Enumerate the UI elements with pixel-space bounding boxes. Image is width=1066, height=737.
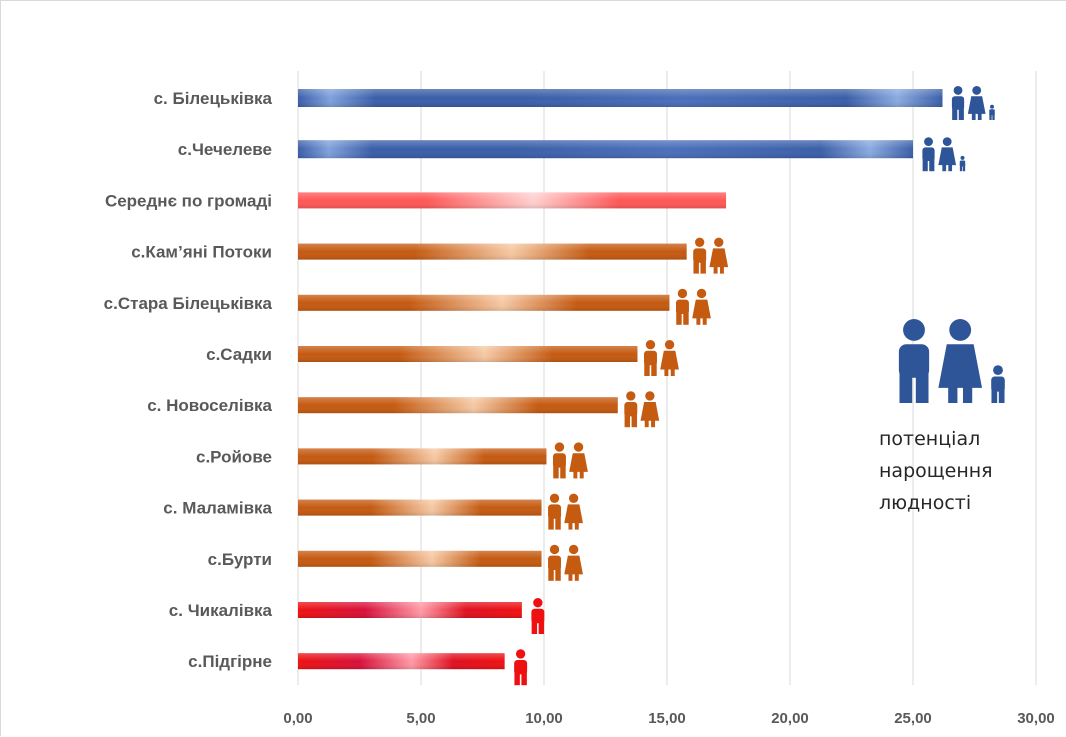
x-axis-tick-labels: 0,00 5,00 10,00 15,00 20,00 25,00 30,00 [283,710,1054,727]
bar-shading [298,140,913,159]
couple-icon [552,442,588,479]
category-label: с.Бурти [208,550,272,569]
couple-icon [548,493,583,530]
category-label: Середнє по громаді [105,191,272,210]
x-tick-label: 10,00 [525,710,563,727]
x-tick-label: 15,00 [648,710,686,727]
bar-shading [298,602,522,618]
family-icon [922,137,966,172]
category-label: с.Садки [206,345,272,364]
x-tick-label: 30,00 [1017,710,1055,727]
x-tick-label: 0,00 [283,710,312,727]
bar-shading [298,243,687,260]
couple-icon [548,544,583,581]
couple-icon [675,288,711,325]
x-tick-label: 5,00 [406,710,435,727]
category-label: с.Ройове [196,447,272,466]
person-icon [514,649,528,686]
bars [298,89,943,670]
family-icon [951,86,995,120]
person-icon [531,598,545,634]
bar-shading [298,192,727,209]
bar-icons [514,86,995,686]
category-label: с.Підгірне [188,652,272,671]
bar-shading [298,294,670,311]
grid-lines [297,71,1037,685]
category-label: с. Маламівка [163,499,272,518]
bar-shading [298,550,542,567]
category-label: с.Стара Білецьківка [104,294,273,313]
category-label: с.Чечелеве [178,140,272,159]
bar-shading [298,397,618,414]
bar-shading [298,653,505,670]
legend: потенціал нарощення людності [879,319,1005,514]
legend-line-2: нарощення [879,460,993,482]
couple-icon [624,391,660,428]
legend-family-icon [898,319,1005,403]
bar-shading [298,346,638,362]
category-label: с. Білецьківка [154,89,273,108]
legend-line-3: людності [879,492,971,514]
x-tick-label: 20,00 [771,710,809,727]
legend-line-1: потенціал [879,428,980,450]
category-labels: с. Білецьківка с.Чечелеве Середнє по грома… [104,89,273,671]
bar-shading [298,448,547,465]
x-tick-label: 25,00 [894,710,932,727]
category-label: с. Новоселівка [147,396,272,415]
bar-shading [298,89,943,107]
bar-shading [298,499,542,516]
category-label: с.Кам’яні Потоки [131,243,272,262]
couple-icon [644,340,679,376]
category-label: с. Чикалівка [169,601,273,620]
couple-icon [693,237,729,274]
